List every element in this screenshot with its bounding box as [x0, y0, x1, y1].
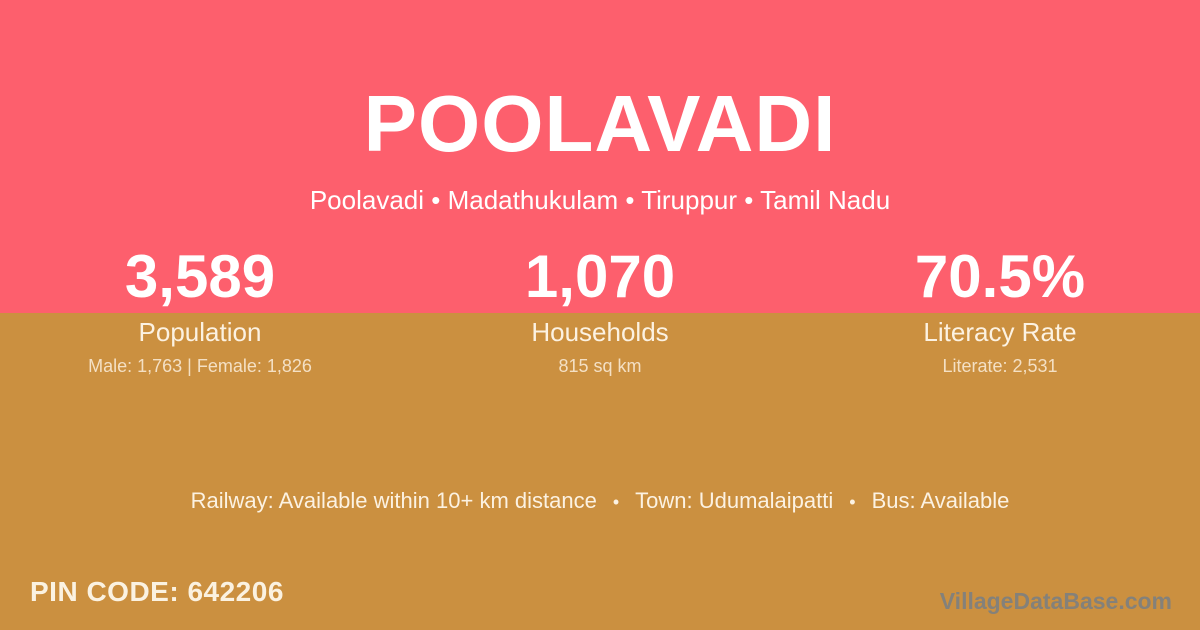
transport-info-line: Railway: Available within 10+ km distanc… [0, 488, 1200, 514]
stats-row: 3,589 Population Male: 1,763 | Female: 1… [0, 247, 1200, 377]
households-detail: 815 sq km [558, 356, 642, 376]
bullet-separator: • [849, 491, 856, 512]
literacy-label: Literacy Rate [923, 317, 1077, 347]
stat-population: 3,589 Population Male: 1,763 | Female: 1… [0, 247, 400, 377]
population-detail: Male: 1,763 | Female: 1,826 [88, 356, 312, 376]
literacy-value: 70.5% [914, 243, 1086, 310]
bullet-separator: • [612, 491, 620, 512]
population-label: Population [138, 317, 262, 347]
town-info: Town: Udumalaipatti [635, 488, 834, 513]
watermark-brand: VillageDataBase.com [939, 588, 1172, 614]
railway-info: Railway: Available within 10+ km distanc… [190, 488, 597, 513]
village-title: POOLAVADI [363, 79, 837, 168]
stat-literacy: 70.5% Literacy Rate Literate: 2,531 [800, 247, 1200, 377]
literacy-detail: Literate: 2,531 [942, 356, 1058, 376]
header-section [0, 0, 1200, 313]
households-value: 1,070 [524, 243, 676, 310]
stat-households: 1,070 Households 815 sq km [400, 247, 800, 377]
households-label: Households [531, 317, 669, 347]
population-value: 3,589 [124, 243, 276, 310]
location-breadcrumb: Poolavadi • Madathukulam • Tiruppur • Ta… [309, 185, 891, 215]
bus-info: Bus: Available [871, 488, 1010, 513]
pin-code: PIN CODE: 642206 [30, 576, 284, 607]
